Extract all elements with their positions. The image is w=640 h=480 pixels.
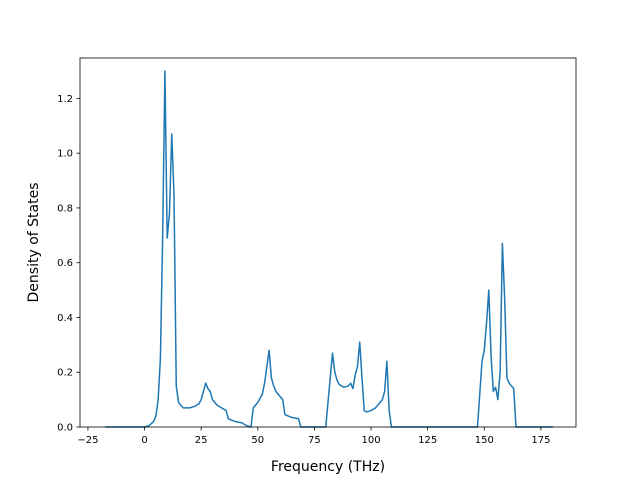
x-tick-label: 100	[361, 435, 380, 446]
x-tick-label: 25	[195, 435, 208, 446]
y-tick-label: 1.2	[57, 94, 73, 105]
y-tick-label: 0.4	[57, 313, 73, 324]
y-tick-label: 0.8	[57, 203, 73, 214]
y-tick-label: 0.0	[57, 423, 73, 434]
plot-frame	[79, 57, 577, 428]
x-tick-label: 175	[531, 435, 550, 446]
x-tick-label: 150	[475, 435, 494, 446]
x-axis-ticks: −25 0 25 50 75 100 125 150 175	[77, 427, 550, 446]
x-tick-label: 50	[251, 435, 264, 446]
x-tick-label: 75	[308, 435, 321, 446]
y-tick-label: 1.0	[57, 149, 73, 160]
y-tick-label: 0.2	[57, 368, 73, 379]
x-axis-label: Frequency (THz)	[271, 459, 385, 475]
y-axis-ticks: 0.0 0.2 0.4 0.6 0.8 1.0 1.2	[57, 94, 80, 434]
y-tick-label: 0.6	[57, 258, 73, 269]
x-tick-label: 0	[141, 435, 147, 446]
x-tick-label: 125	[418, 435, 437, 446]
x-tick-label: −25	[77, 435, 98, 446]
y-axis-label: Density of States	[26, 183, 42, 303]
